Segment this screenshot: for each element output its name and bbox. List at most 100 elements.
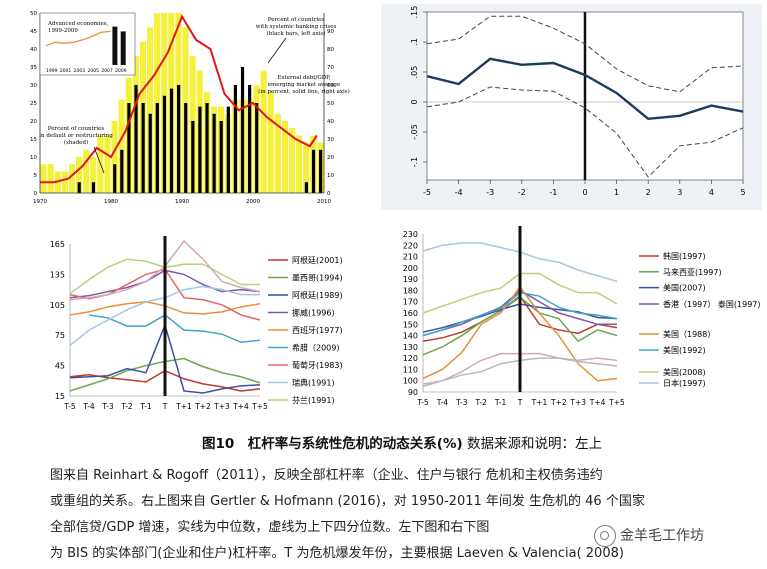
x-tick-label: 0 (582, 188, 587, 197)
annotation-banking-2: with systemic banking crises (256, 24, 337, 30)
banking-crisis-bar (212, 113, 216, 193)
banking-crisis-bar (191, 121, 195, 193)
x-tick-label: 1980 (104, 199, 118, 205)
y2-tick-label: 0 (327, 191, 331, 197)
inset-x-tick: 1999 (46, 68, 58, 74)
x-tick-label: -5 (423, 188, 431, 197)
y2-tick-label: 20 (327, 155, 334, 161)
y-tick-label: 190 (403, 275, 418, 284)
inset-x-tick: 2009 (115, 68, 127, 74)
y2-tick-label: 90 (327, 29, 334, 35)
banking-crisis-bar (155, 103, 159, 193)
legend-label: 芬兰(1991) (292, 395, 335, 405)
x-tick-label: T-2 (120, 402, 133, 411)
x-tick-label: T+1 (531, 398, 548, 407)
external-debt-line (40, 14, 318, 184)
chart-systemic-crises: 0 5 10 15 20 25 30 35 40 45 50 0 10 20 30 40 50 60 70 80 90 1… (28, 5, 370, 208)
default-bar (76, 157, 83, 193)
x-tick-label: T-5 (416, 398, 429, 407)
y-tick-label: 50 (30, 11, 37, 17)
chart-leverage-right: 90 100 110 120 130 140 150 160 170 180 190 200 210 22… (403, 226, 761, 407)
caption-line-4: 全部信贷/GDP 增速，实线为中位数，虚线为上下四分位数。左下图和右下图 (50, 520, 490, 535)
y-tick-label: 135 (50, 270, 65, 279)
banking-crisis-bar (184, 103, 188, 193)
y-tick-label: 165 (50, 240, 65, 249)
y-tick-label: 0 (410, 99, 419, 104)
y-tick-label: 160 (403, 309, 418, 318)
y-tick-label: 100 (403, 377, 418, 386)
y-tick-label: 200 (403, 264, 418, 273)
x-tick-label: 3 (677, 188, 682, 197)
y-tick-label: 30 (30, 83, 37, 89)
banking-crisis-bar (113, 164, 117, 193)
y-tick-label: 210 (403, 253, 418, 262)
legend-label: 阿根廷(2001) (292, 255, 343, 265)
x-tick-label: T+3 (569, 398, 586, 407)
caption-line-5: 为 BIS 的实体部门(企业和住户)杠杆率。T 为危机爆发年份，主要根据 Lae… (50, 546, 624, 561)
inset-line (45, 30, 111, 47)
x-tick-label: T (517, 398, 523, 407)
banking-crisis-bar (233, 85, 238, 193)
inset-bar (120, 31, 126, 65)
default-bar (111, 121, 118, 193)
annotation-banking-1: Percent of countries (268, 17, 325, 23)
y-tick-label: .1 (410, 38, 419, 46)
default-bar (90, 157, 97, 193)
x-tick-label: T-4 (82, 402, 95, 411)
y-tick-label: -.1 (410, 157, 419, 168)
annotation-default-2: in default or restructuring (39, 133, 113, 139)
annotation-debt-2: emerging market average (268, 82, 340, 88)
banking-crisis-bar (219, 121, 223, 193)
y2-tick-label: 60 (327, 83, 334, 89)
banking-crisis-bar (311, 149, 316, 193)
x-tick-label: -2 (518, 188, 526, 197)
median-line (426, 57, 744, 121)
legend-label: 挪威(1996) (292, 308, 335, 318)
banking-crisis-bar (148, 113, 152, 193)
y-tick-label: 120 (403, 354, 418, 363)
inset-x-tick: 2003 (74, 68, 86, 74)
default-bar (289, 128, 296, 193)
legend-label: 香港（1997） 泰国(1997) (663, 299, 761, 309)
y2-tick-label: 50 (327, 101, 334, 107)
legend-label: 美国（1988） (663, 329, 715, 339)
y-tick-label: 25 (30, 101, 37, 107)
default-bar (296, 135, 303, 193)
x-tick-label: -4 (455, 188, 463, 197)
x-tick-label: T+5 (608, 398, 625, 407)
banking-crisis-bar (91, 182, 96, 193)
series-line (88, 314, 261, 344)
y-tick-label: .05 (410, 66, 419, 79)
default-bar (83, 149, 90, 193)
y-tick-label: 45 (30, 29, 37, 35)
default-bar (267, 92, 274, 193)
legend-label: 墨西哥(1994) (292, 274, 343, 283)
figure-caption: 图10 杠杆率与系统性危机的动态关系(%) 数据来源和说明：左上 图来自 Rei… (0, 428, 767, 569)
y-tick-label: .15 (410, 6, 419, 19)
default-bar (104, 135, 111, 193)
x-tick-label: 2 (646, 188, 651, 197)
y-tick-label: 230 (403, 230, 418, 239)
banking-crisis-bar (319, 149, 323, 193)
banking-crisis-bar (162, 95, 167, 193)
banking-crisis-bar (169, 88, 174, 193)
y-tick-label: 10 (30, 155, 37, 161)
default-bar (61, 171, 68, 193)
y-tick-label: 40 (30, 47, 37, 53)
x-tick-label: 2000 (246, 199, 260, 205)
y-tick-label: 35 (30, 65, 37, 71)
y2-tick-label: 80 (327, 47, 334, 53)
default-bar (281, 121, 288, 193)
watermark: 金羊毛工作坊 (594, 525, 704, 547)
upper-quartile-line (426, 15, 744, 93)
default-bar (274, 113, 281, 193)
y-tick-label: 130 (403, 343, 418, 352)
chart-credit-growth: -.1 -.05 0 .05 .1 .15 -5 -4 -3 -2 -1 0 1 2 3 4 5 (381, 4, 762, 210)
x-tick-label: T+2 (550, 398, 567, 407)
x-tick-label: T+1 (175, 402, 192, 411)
lower-quartile-line (426, 86, 744, 178)
x-tick-label: 1 (614, 188, 619, 197)
banking-crisis-bar (127, 103, 131, 193)
banking-crisis-bar (198, 106, 202, 193)
banking-crisis-bar (248, 85, 252, 193)
